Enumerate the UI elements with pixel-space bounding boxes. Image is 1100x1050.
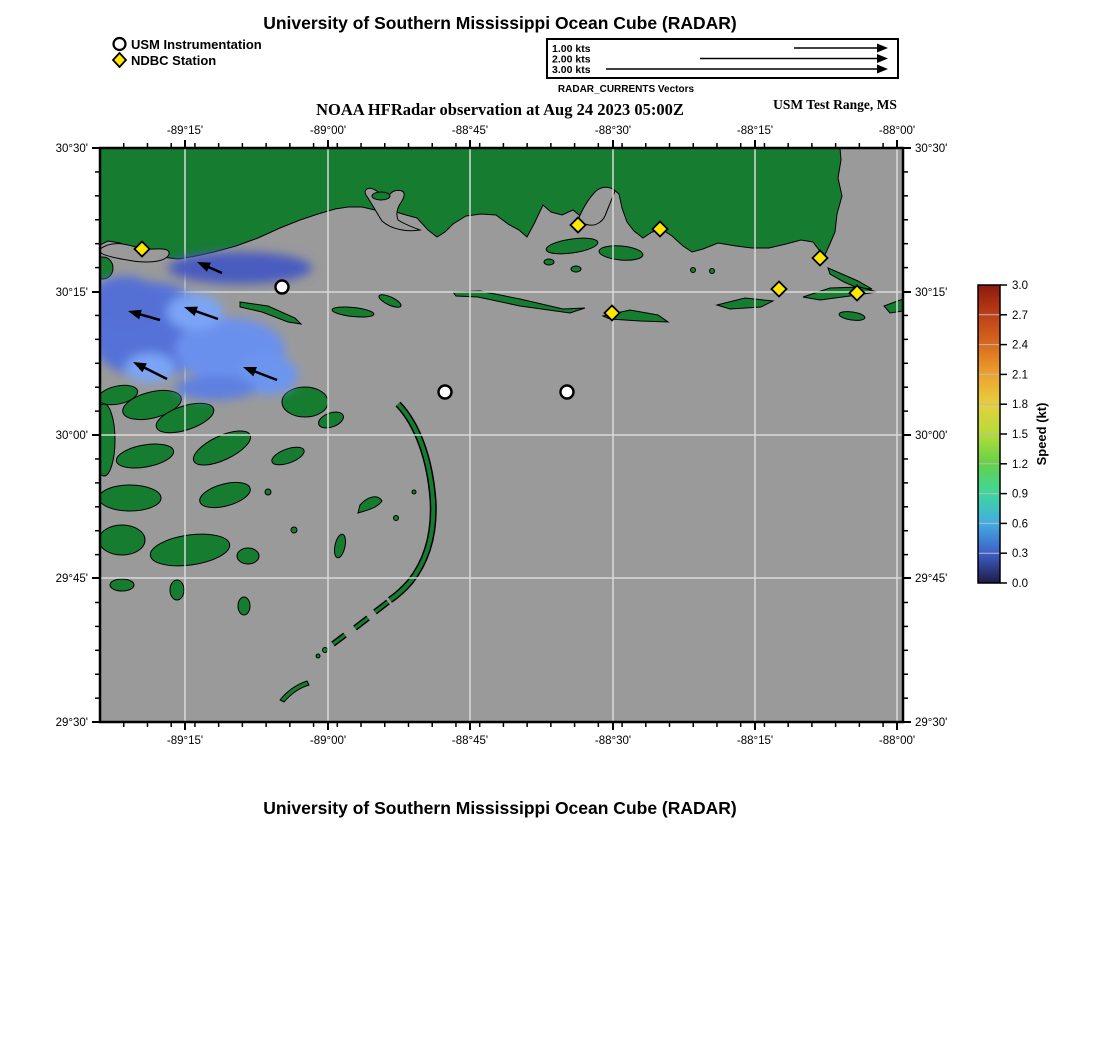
lat-tick-label: 30°15' xyxy=(915,287,947,299)
colorbar-tick-label: 2.1 xyxy=(1012,369,1028,381)
barrier-island xyxy=(331,306,375,318)
current-arrow xyxy=(243,366,278,382)
lon-tick-label: -88°30' xyxy=(595,125,631,137)
vector-scale-label: 1.00 kts xyxy=(552,43,591,55)
marsh-islands xyxy=(100,256,344,616)
lat-tick-label: 30°00' xyxy=(915,430,947,442)
lon-tick-label: -88°30' xyxy=(595,735,631,747)
colorbar-tick-label: 0.9 xyxy=(1012,489,1028,501)
ndbc-station-marker xyxy=(770,280,788,298)
ndbc-station-marker xyxy=(569,216,587,234)
coastal-islet xyxy=(709,268,715,274)
ship-island xyxy=(452,290,586,314)
lat-tick-label: 29°45' xyxy=(56,573,88,585)
axis-ticks xyxy=(92,140,911,730)
ndbc-station-marker xyxy=(603,304,621,322)
vector-scale-label: 3.00 kts xyxy=(552,64,591,76)
colorbar-frame xyxy=(977,284,1001,584)
lat-tick-label: 29°45' xyxy=(915,573,947,585)
biloxi-bay xyxy=(577,186,616,226)
lon-tick-label: -89°15' xyxy=(167,735,203,747)
colorbar-axis-label: Speed (kt) xyxy=(1034,403,1049,466)
usm-instrumentation-icon xyxy=(112,36,127,52)
vector-scale-label: 2.00 kts xyxy=(552,54,591,66)
bay-islet xyxy=(371,191,391,201)
lon-tick-label: -88°15' xyxy=(737,125,773,137)
lon-tick-label: -89°00' xyxy=(310,735,346,747)
legend-usm-label: USM Instrumentation xyxy=(131,36,262,52)
vector-scale-arrow xyxy=(700,54,888,63)
vector-scale-arrow xyxy=(606,64,888,74)
coastal-islet xyxy=(570,265,582,273)
map-legend: USM Instrumentation NDBC Station xyxy=(111,36,262,68)
lat-tick-label: 30°30' xyxy=(915,143,947,155)
lon-tick-label: -89°15' xyxy=(167,125,203,137)
chandeleur-islet xyxy=(357,496,383,514)
lon-tick-label: -88°00' xyxy=(879,125,915,137)
legend-ndbc-label: NDBC Station xyxy=(131,52,217,68)
colorbar-tick-label: 0.3 xyxy=(1012,548,1028,560)
colorbar-tick-label: 1.8 xyxy=(1012,399,1028,411)
colorbar-tick-label: 1.5 xyxy=(1012,429,1028,441)
colorbar-tick-label: 0.6 xyxy=(1012,518,1028,530)
ndbc-station-marker xyxy=(811,249,829,267)
lon-tick-label: -88°45' xyxy=(452,125,488,137)
lat-tick-label: 29°30' xyxy=(56,717,88,729)
barrier-island xyxy=(378,294,402,308)
colorbar-tick-label: 0.0 xyxy=(1012,578,1028,590)
coastal-islet xyxy=(543,258,555,266)
current-vectors xyxy=(128,262,278,382)
colorbar-tick-label: 2.7 xyxy=(1012,310,1028,322)
current-arrow xyxy=(197,262,223,275)
lat-tick-label: 30°30' xyxy=(56,143,88,155)
lon-tick-label: -88°00' xyxy=(879,735,915,747)
lon-tick-label: -88°15' xyxy=(737,735,773,747)
land-layer xyxy=(100,148,903,703)
region-label: USM Test Range, MS xyxy=(773,97,897,112)
graticule xyxy=(100,148,903,722)
colorbar-tick-label: 2.4 xyxy=(1012,340,1029,352)
ndbc-station-marker xyxy=(133,240,151,258)
page-title: University of Southern Mississippi Ocean… xyxy=(263,13,737,33)
usm-station-marker xyxy=(437,384,453,400)
vector-scale-caption: RADAR_CURRENTS Vectors xyxy=(557,84,695,95)
axis-labels: -89°15' -89°15' -89°00' -89°00' -88°45' -88°4… xyxy=(56,125,948,747)
deer-island xyxy=(545,237,599,255)
cat-island xyxy=(239,301,303,325)
usm-station-marker xyxy=(274,279,290,295)
current-arrow xyxy=(128,309,161,322)
lat-tick-label: 30°00' xyxy=(56,430,88,442)
land-mississippi-coast xyxy=(100,148,843,260)
barrier-island xyxy=(838,311,866,321)
legend-row-ndbc: NDBC Station xyxy=(111,52,262,68)
map-plot: -89°15' -89°15' -89°00' -89°00' -88°45' -88°4… xyxy=(56,125,1049,747)
ndbc-station-marker xyxy=(848,284,866,302)
ndbc-station-icon xyxy=(111,52,128,68)
legend-row-usm: USM Instrumentation xyxy=(111,36,262,52)
vector-scale-box: 1.00 kts 2.00 kts 3.00 kts xyxy=(546,38,899,79)
lat-tick-label: 29°30' xyxy=(915,717,947,729)
current-arrow xyxy=(133,362,168,381)
footer-title: University of Southern Mississippi Ocean… xyxy=(263,798,737,818)
colorbar-tick-label: 1.2 xyxy=(1012,459,1028,471)
petit-bois-island xyxy=(715,297,775,310)
observation-subtitle: NOAA HFRadar observation at Aug 24 2023 … xyxy=(316,100,684,119)
chandeleur-islands xyxy=(279,401,437,703)
vector-scale-arrow xyxy=(794,43,888,53)
lat-tick-label: 30°15' xyxy=(56,287,88,299)
usm-station-marker xyxy=(559,384,575,400)
coastal-islet xyxy=(690,267,696,273)
lon-tick-label: -88°45' xyxy=(452,735,488,747)
speed-colorbar: 0.0 0.3 0.6 0.9 1.2 1.5 1.8 2.1 2.4 2.7 3.0 Speed (… xyxy=(977,280,1049,590)
lon-tick-label: -89°00' xyxy=(310,125,346,137)
station-markers xyxy=(133,216,866,400)
ndbc-station-marker xyxy=(651,220,669,238)
current-arrow xyxy=(184,306,219,321)
coastal-islet xyxy=(598,245,644,261)
radar-current-field xyxy=(100,252,312,400)
colorbar-tick-label: 3.0 xyxy=(1012,280,1028,292)
